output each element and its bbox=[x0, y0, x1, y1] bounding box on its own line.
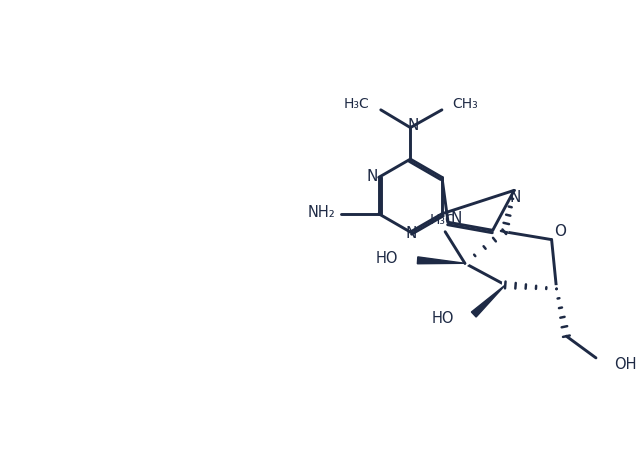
Text: OH: OH bbox=[614, 357, 636, 372]
Text: NH₂: NH₂ bbox=[308, 205, 335, 220]
Text: H₃C: H₃C bbox=[343, 97, 369, 111]
Text: N: N bbox=[406, 226, 417, 241]
Polygon shape bbox=[417, 257, 465, 264]
Text: O: O bbox=[554, 224, 566, 239]
Text: CH₃: CH₃ bbox=[452, 97, 479, 111]
Text: N: N bbox=[366, 169, 378, 184]
Polygon shape bbox=[472, 285, 506, 317]
Text: HO: HO bbox=[431, 311, 454, 326]
Text: HO: HO bbox=[376, 251, 398, 266]
Text: N: N bbox=[408, 118, 419, 133]
Text: H₃C: H₃C bbox=[429, 213, 455, 227]
Text: N: N bbox=[509, 190, 521, 205]
Text: N: N bbox=[451, 211, 461, 226]
